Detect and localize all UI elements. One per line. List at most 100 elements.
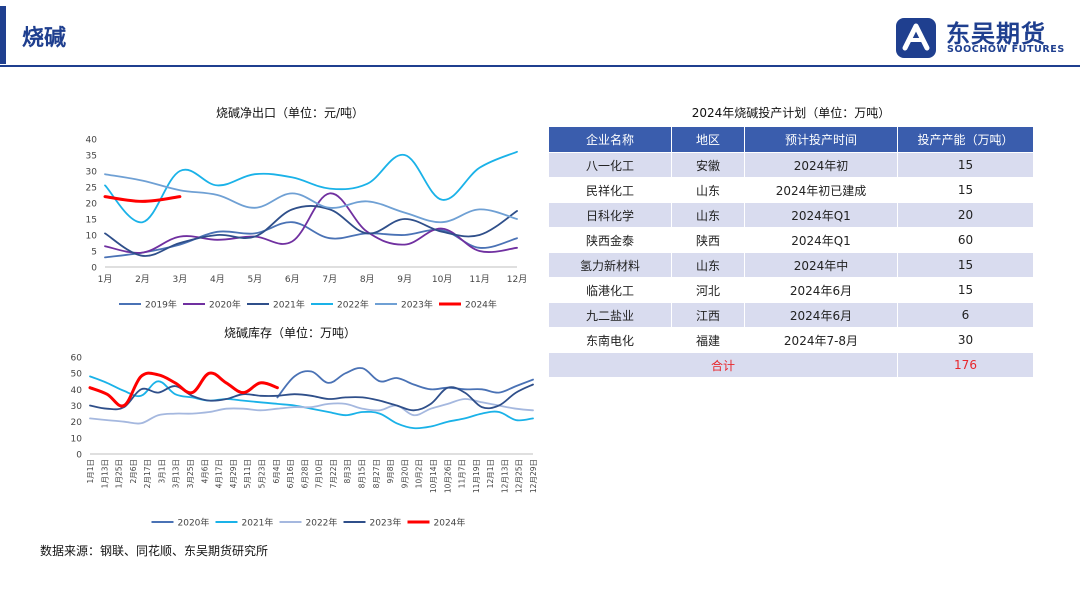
x-tick-label: 3月13日	[172, 459, 181, 488]
x-tick-label: 10月2日	[415, 459, 424, 488]
x-tick-label: 9月8日	[386, 459, 395, 484]
cell-time: 2024年6月	[744, 302, 898, 328]
table-row: 陕西金泰 陕西 2024年Q1 60	[548, 227, 1034, 253]
x-tick-label: 9月20日	[400, 459, 409, 488]
legend-label: 2020年	[178, 517, 210, 529]
x-tick-label: 5月11日	[243, 459, 252, 488]
table-row: 东南电化 福建 2024年7-8月 30	[548, 327, 1034, 353]
brand-name-en: SOOCHOW FUTURES	[947, 44, 1065, 55]
x-tick-label: 8月	[360, 274, 375, 285]
x-tick-label: 4月17日	[215, 459, 224, 488]
table-row: 民祥化工 山东 2024年初已建成 15	[548, 177, 1034, 203]
total-value: 176	[897, 352, 1034, 378]
y-tick-label: 5	[91, 248, 97, 258]
x-tick-label: 10月26日	[443, 459, 452, 493]
header-bar: 烧碱 东吴期货 SOOCHOW FUTURES	[0, 0, 1080, 68]
y-tick-label: 50	[71, 370, 83, 380]
cell-time: 2024年初已建成	[744, 177, 898, 203]
table-total-row: 合计 176	[548, 352, 1034, 378]
cell-time: 2024年Q1	[744, 202, 898, 228]
x-tick-label: 12月13日	[500, 459, 509, 493]
x-tick-label: 3月1日	[157, 459, 166, 484]
y-tick-label: 10	[86, 232, 98, 242]
cell-capacity: 20	[897, 202, 1034, 228]
x-tick-label: 10月	[432, 274, 452, 285]
cell-region: 福建	[671, 327, 745, 353]
data-source-note: 数据来源：钢联、同花顺、东吴期货研究所	[40, 544, 269, 558]
cell-time: 2024年6月	[744, 277, 898, 303]
x-tick-label: 1月13日	[100, 459, 109, 488]
y-tick-label: 60	[71, 354, 83, 364]
x-tick-label: 1月1日	[86, 459, 95, 484]
cell-time: 2024年Q1	[744, 227, 898, 253]
table-row: 临港化工 河北 2024年6月 15	[548, 277, 1034, 303]
cell-region: 山东	[671, 252, 745, 278]
col-header-region: 地区	[671, 126, 745, 153]
table-header-row: 企业名称 地区 预计投产时间 投产产能（万吨）	[548, 126, 1034, 153]
x-tick-label: 6月4日	[272, 459, 281, 484]
legend-label: 2021年	[273, 299, 305, 311]
x-tick-label: 6月28日	[300, 459, 309, 488]
table-row: 日科化学 山东 2024年Q1 20	[548, 202, 1034, 228]
cell-region: 江西	[671, 302, 745, 328]
cell-region: 山东	[671, 177, 745, 203]
cell-capacity: 6	[897, 302, 1034, 328]
table-row: 九二盐业 江西 2024年6月 6	[548, 302, 1034, 328]
x-tick-label: 2月17日	[143, 459, 152, 488]
soochow-logo-icon	[896, 18, 936, 58]
series-line-2023年	[104, 173, 518, 224]
x-tick-label: 5月	[247, 274, 262, 285]
plan-table-title: 2024年烧碱投产计划（单位：万吨）	[691, 106, 891, 120]
cell-region: 陕西	[671, 227, 745, 253]
y-tick-label: 40	[86, 136, 98, 146]
y-tick-label: 25	[86, 184, 97, 194]
cell-company: 八一化工	[548, 152, 672, 178]
x-tick-label: 2月	[135, 274, 150, 285]
y-tick-label: 10	[71, 434, 83, 444]
x-tick-label: 3月25日	[186, 459, 195, 488]
legend-label: 2020年	[209, 299, 241, 311]
x-tick-label: 4月29日	[229, 459, 238, 488]
cell-time: 2024年7-8月	[744, 327, 898, 353]
y-tick-label: 0	[91, 264, 97, 274]
x-tick-label: 7月10日	[315, 459, 324, 488]
legend-label: 2022年	[306, 517, 338, 529]
y-tick-label: 0	[76, 451, 82, 461]
cell-capacity: 15	[897, 177, 1034, 203]
table-row: 氢力新材料 山东 2024年中 15	[548, 252, 1034, 278]
y-tick-label: 40	[71, 386, 83, 396]
legend-label: 2024年	[434, 517, 466, 529]
cell-company: 东南电化	[548, 327, 672, 353]
legend-label: 2023年	[401, 299, 433, 311]
series-line-2022年	[89, 398, 534, 425]
net-export-chart: 0 5 10 15 20 25 30 35 40 1月 2月 3月 4月 5月 6月 7月 8月 9月 10月 11月…	[86, 136, 528, 311]
x-tick-label: 12月1日	[486, 459, 495, 488]
series-line-2019年	[104, 221, 518, 259]
series-line-2021年	[104, 205, 518, 257]
x-tick-label: 12月25日	[515, 459, 524, 493]
x-tick-label: 10月14日	[429, 459, 438, 493]
x-tick-label: 4月6日	[200, 459, 209, 484]
legend-label: 2022年	[337, 299, 369, 311]
y-tick-label: 30	[86, 168, 98, 178]
cell-company: 氢力新材料	[548, 252, 672, 278]
legend-label: 2021年	[242, 517, 274, 529]
x-tick-label: 3月	[173, 274, 188, 285]
y-tick-label: 15	[86, 216, 97, 226]
y-tick-label: 20	[71, 418, 83, 428]
legend-label: 2019年	[145, 299, 177, 311]
series-line-2024年	[103, 195, 182, 203]
series-line-2022年	[104, 150, 518, 224]
x-tick-label: 6月	[285, 274, 300, 285]
series-line-2023年	[89, 383, 534, 412]
x-tick-label: 7月	[322, 274, 337, 285]
cell-region: 山东	[671, 202, 745, 228]
cell-region: 安徽	[671, 152, 745, 178]
cell-company: 民祥化工	[548, 177, 672, 203]
col-header-time: 预计投产时间	[744, 126, 898, 153]
x-tick-label: 6月16日	[286, 459, 295, 488]
cell-capacity: 15	[897, 152, 1034, 178]
x-tick-label: 2月6日	[129, 459, 138, 484]
header-divider	[0, 65, 1080, 67]
col-header-capacity: 投产产能（万吨）	[897, 126, 1034, 153]
